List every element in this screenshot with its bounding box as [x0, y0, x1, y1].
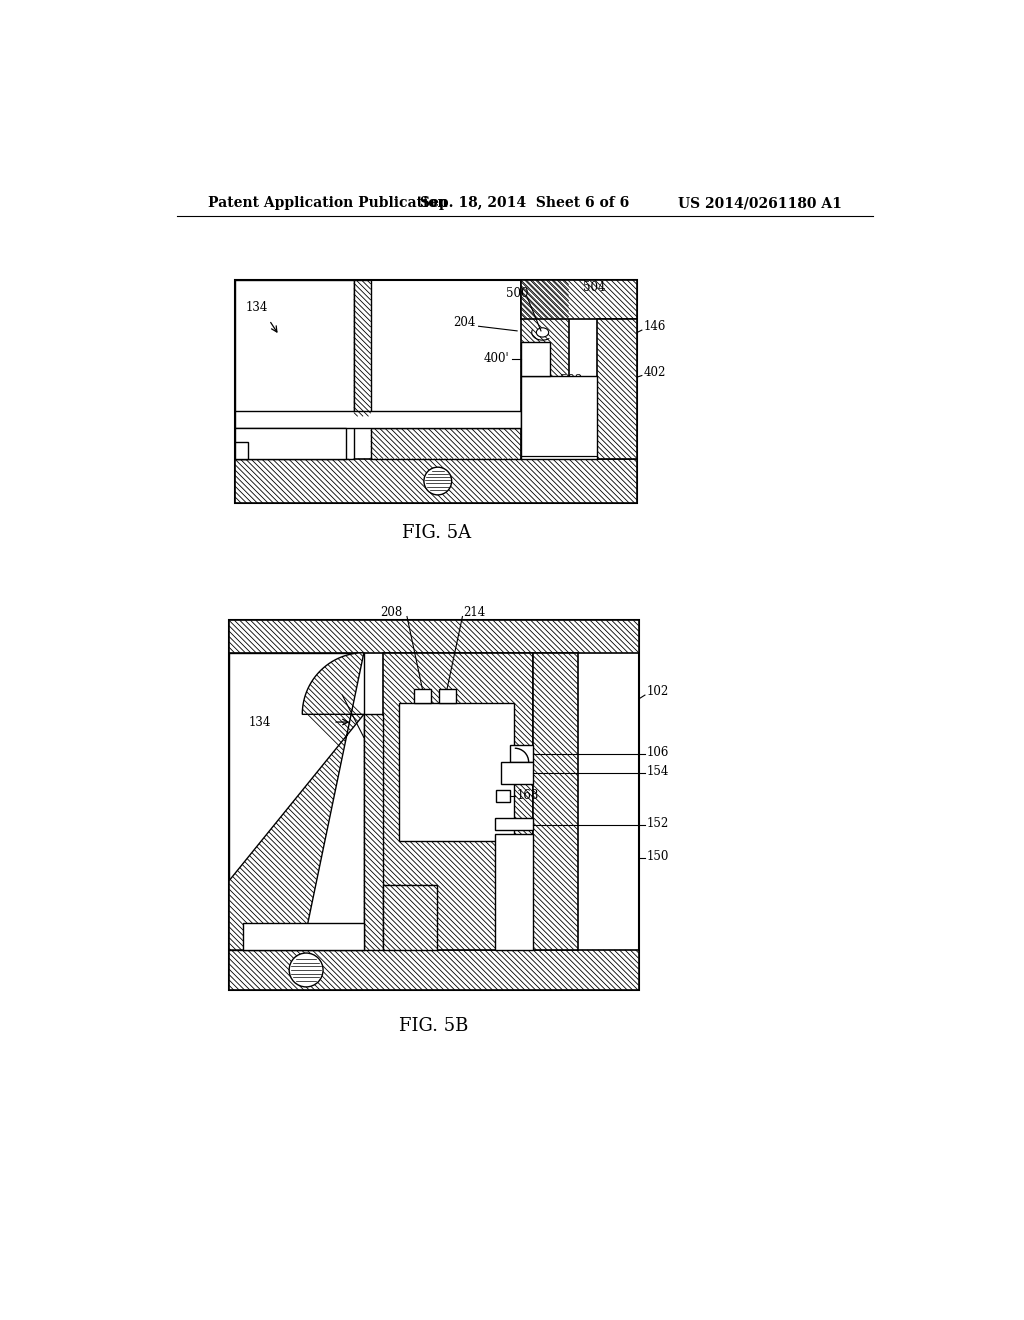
Bar	[229, 950, 639, 990]
Text: 502: 502	[560, 374, 583, 387]
Text: 500: 500	[506, 288, 528, 301]
Text: 134: 134	[249, 715, 270, 729]
Bar	[521, 342, 550, 376]
Bar	[229, 653, 364, 950]
Bar	[364, 714, 383, 950]
Text: Patent Application Publication: Patent Application Publication	[208, 197, 447, 210]
Bar	[521, 280, 637, 318]
Text: Sep. 18, 2014  Sheet 6 of 6: Sep. 18, 2014 Sheet 6 of 6	[420, 197, 630, 210]
Bar	[521, 376, 597, 459]
Bar	[234, 280, 637, 503]
Bar	[371, 428, 521, 459]
Text: 400': 400'	[484, 352, 510, 366]
Text: 504: 504	[584, 281, 606, 294]
Bar	[383, 653, 534, 950]
Bar	[597, 318, 637, 459]
Text: 102: 102	[646, 685, 669, 698]
Circle shape	[289, 953, 323, 987]
Bar	[234, 428, 346, 459]
Text: 150: 150	[646, 850, 669, 863]
Bar	[495, 817, 534, 830]
Circle shape	[424, 467, 452, 495]
Text: 134: 134	[246, 301, 268, 314]
Text: 152: 152	[646, 817, 669, 830]
Bar	[234, 280, 354, 459]
Text: 146: 146	[643, 319, 666, 333]
Bar	[354, 280, 371, 416]
Bar	[495, 834, 534, 950]
Text: 154: 154	[646, 764, 669, 777]
Bar	[234, 411, 521, 428]
Ellipse shape	[537, 327, 549, 337]
Bar	[414, 689, 431, 702]
Text: 204: 204	[454, 315, 475, 329]
Text: FIG. 5B: FIG. 5B	[399, 1016, 469, 1035]
Text: 208: 208	[381, 606, 402, 619]
Bar	[510, 744, 534, 762]
Bar	[534, 653, 578, 950]
Text: FIG. 5A: FIG. 5A	[401, 524, 471, 543]
Bar	[438, 689, 456, 702]
Text: 214: 214	[463, 606, 485, 619]
Text: 106: 106	[646, 746, 669, 759]
Text: 162: 162	[524, 409, 546, 422]
Bar	[398, 702, 514, 841]
Bar	[229, 620, 639, 653]
Bar	[229, 620, 639, 990]
Bar	[234, 442, 249, 459]
Text: US 2014/0261180 A1: US 2014/0261180 A1	[678, 197, 842, 210]
Polygon shape	[229, 653, 364, 950]
Text: 402: 402	[643, 366, 666, 379]
Bar	[383, 884, 437, 950]
Bar	[234, 459, 637, 503]
Bar	[243, 923, 364, 950]
Bar	[501, 762, 534, 784]
Bar	[497, 789, 510, 803]
Bar	[521, 280, 568, 459]
Text: 168: 168	[516, 789, 539, 803]
Text: 146: 146	[317, 685, 340, 698]
